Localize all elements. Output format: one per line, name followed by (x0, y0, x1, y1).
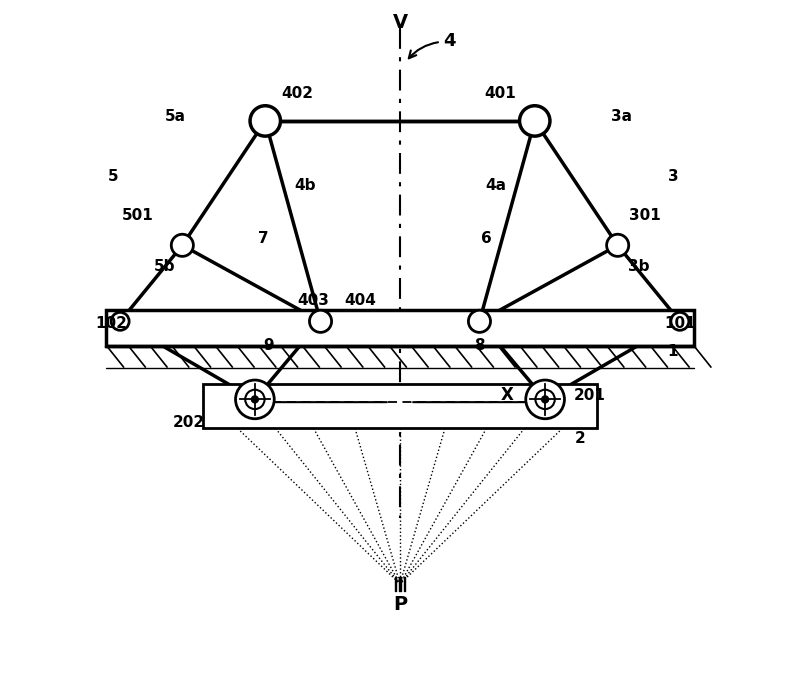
Circle shape (235, 380, 274, 419)
Text: 5b: 5b (154, 258, 176, 274)
Text: 401: 401 (484, 86, 516, 101)
Circle shape (111, 312, 129, 330)
Text: 7: 7 (258, 231, 269, 246)
Circle shape (310, 310, 331, 332)
Text: 8: 8 (474, 338, 485, 353)
Text: 5a: 5a (165, 108, 186, 124)
Text: 102: 102 (95, 316, 127, 331)
Circle shape (246, 390, 265, 409)
Text: 5: 5 (108, 169, 118, 184)
Circle shape (171, 234, 194, 256)
Text: 4: 4 (409, 32, 456, 58)
Text: V: V (393, 12, 407, 32)
Circle shape (251, 396, 258, 403)
Circle shape (671, 312, 689, 330)
Text: 501: 501 (122, 208, 154, 223)
Text: 2: 2 (574, 431, 585, 446)
Text: 3b: 3b (628, 258, 649, 274)
Circle shape (542, 396, 549, 403)
Bar (203, 384, 597, 428)
Text: 301: 301 (630, 208, 661, 223)
Text: P: P (393, 595, 407, 614)
Text: 6: 6 (481, 231, 492, 246)
Circle shape (526, 380, 565, 419)
Circle shape (469, 310, 490, 332)
Circle shape (519, 106, 550, 136)
Text: X: X (501, 386, 514, 404)
Circle shape (606, 234, 629, 256)
Circle shape (535, 390, 554, 409)
Text: 3a: 3a (610, 108, 632, 124)
Text: 4b: 4b (294, 178, 315, 193)
Text: 9: 9 (263, 338, 274, 353)
Text: 3: 3 (668, 169, 678, 184)
Text: 404: 404 (344, 293, 376, 308)
Circle shape (250, 106, 281, 136)
Text: 202: 202 (173, 415, 206, 430)
Bar (106, 310, 694, 346)
Text: 101: 101 (664, 316, 696, 331)
Text: 402: 402 (282, 86, 314, 101)
Text: 201: 201 (574, 388, 606, 403)
Text: 403: 403 (298, 293, 330, 308)
Text: 4a: 4a (485, 178, 506, 193)
Text: 1: 1 (668, 343, 678, 359)
